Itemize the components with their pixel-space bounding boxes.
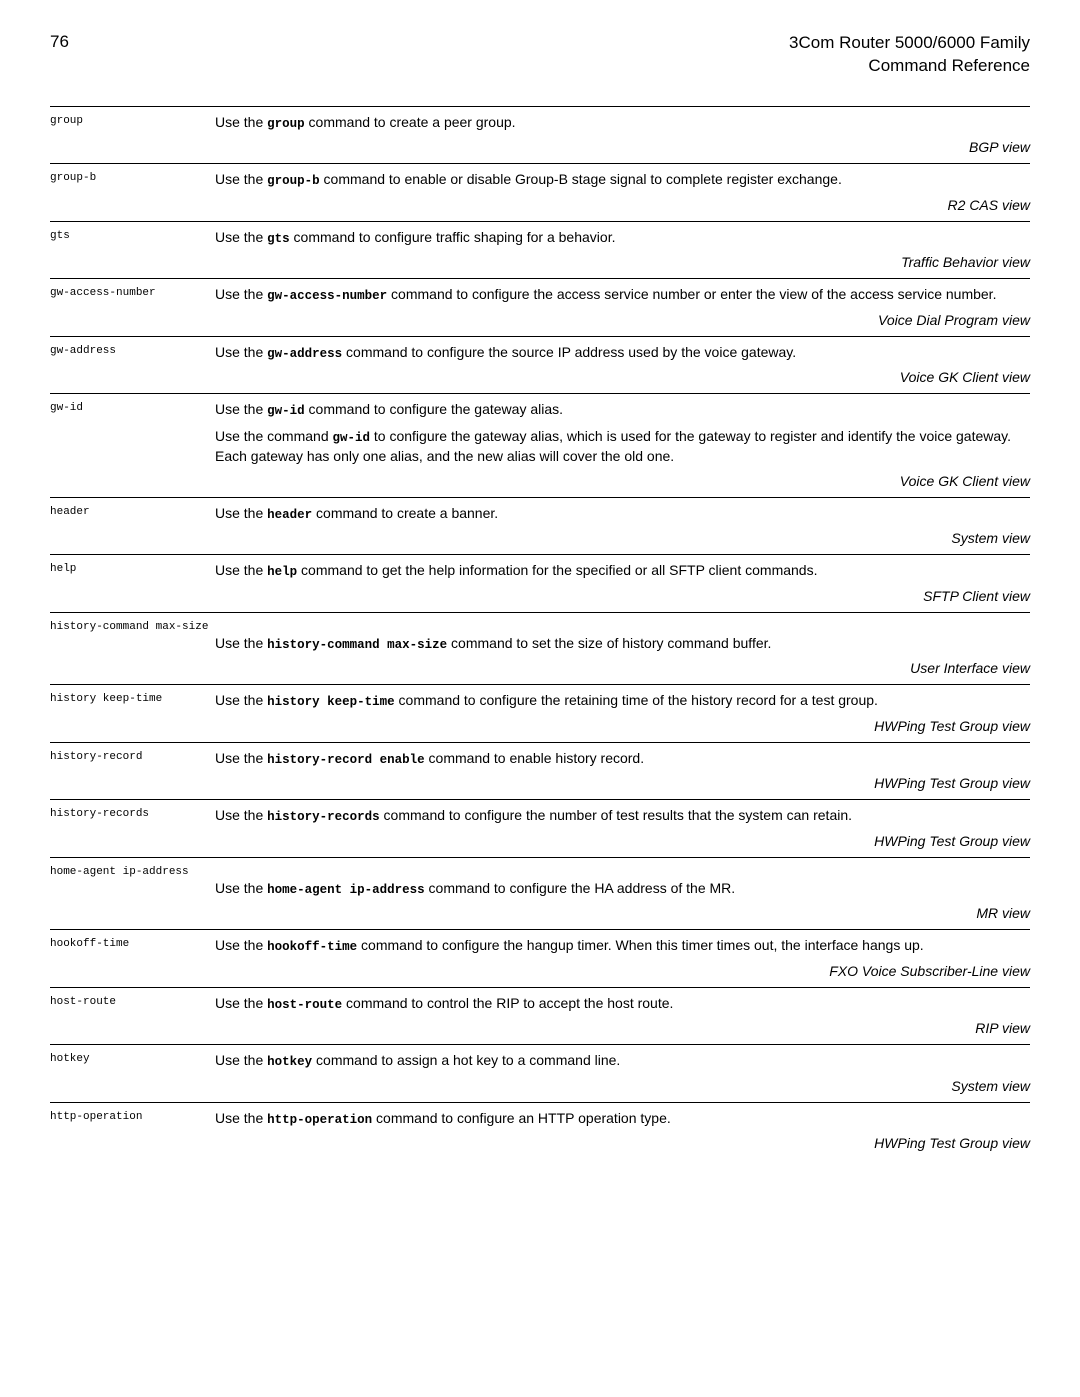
- command-entry: hotkeyUse the hotkey command to assign a…: [50, 1044, 1030, 1102]
- command-view-context: BGP view: [50, 139, 1030, 155]
- command-description: Use the gts command to configure traffic…: [215, 228, 1030, 249]
- command-description: Use the group-b command to enable or dis…: [215, 170, 1030, 191]
- command-name: group: [50, 113, 215, 127]
- command-view-context: Voice GK Client view: [50, 473, 1030, 489]
- command-name: hotkey: [50, 1051, 215, 1065]
- command-view-context: HWPing Test Group view: [50, 1135, 1030, 1151]
- command-entry: gw-addressUse the gw-address command to …: [50, 336, 1030, 394]
- command-name: gw-access-number: [50, 285, 215, 299]
- command-name: hookoff-time: [50, 936, 215, 950]
- command-entry: history-recordsUse the history-records c…: [50, 799, 1030, 857]
- command-name: header: [50, 504, 215, 518]
- header-line1: 3Com Router 5000/6000 Family: [789, 32, 1030, 55]
- command-name: host-route: [50, 994, 215, 1008]
- command-name: history-records: [50, 806, 215, 820]
- command-description: Use the gw-access-number command to conf…: [215, 285, 1030, 306]
- command-name: home-agent ip-address: [50, 864, 189, 878]
- command-name: http-operation: [50, 1109, 215, 1123]
- command-description: Use the history-record enable command to…: [215, 749, 1030, 770]
- command-view-context: HWPing Test Group view: [50, 775, 1030, 791]
- command-description: Use the group command to create a peer g…: [215, 113, 1030, 134]
- command-name: gw-id: [50, 400, 215, 414]
- command-view-context: System view: [50, 1078, 1030, 1094]
- command-name: group-b: [50, 170, 215, 184]
- command-entry: hookoff-timeUse the hookoff-time command…: [50, 929, 1030, 987]
- header-right: 3Com Router 5000/6000 Family Command Ref…: [789, 32, 1030, 78]
- command-view-context: SFTP Client view: [50, 588, 1030, 604]
- command-description: Use the host-route command to control th…: [215, 994, 1030, 1015]
- entries-list: groupUse the group command to create a p…: [50, 106, 1030, 1160]
- command-view-context: Traffic Behavior view: [50, 254, 1030, 270]
- command-view-context: MR view: [50, 905, 1030, 921]
- command-description: Use the http-operation command to config…: [215, 1109, 1030, 1130]
- page-number: 76: [50, 32, 69, 52]
- command-name: history-record: [50, 749, 215, 763]
- command-view-context: User Interface view: [50, 660, 1030, 676]
- command-description: Use the help command to get the help inf…: [215, 561, 1030, 582]
- command-entry: gtsUse the gts command to configure traf…: [50, 221, 1030, 279]
- command-description: Use the gw-id command to configure the g…: [215, 400, 1030, 467]
- command-description: Use the gw-address command to configure …: [215, 343, 1030, 364]
- command-entry: gw-access-numberUse the gw-access-number…: [50, 278, 1030, 336]
- command-entry: home-agent ip-addressUse the home-agent …: [50, 857, 1030, 930]
- command-entry: headerUse the header command to create a…: [50, 497, 1030, 555]
- header-line2: Command Reference: [789, 55, 1030, 78]
- command-entry: helpUse the help command to get the help…: [50, 554, 1030, 612]
- command-entry: host-routeUse the host-route command to …: [50, 987, 1030, 1045]
- command-view-context: FXO Voice Subscriber-Line view: [50, 963, 1030, 979]
- page-header: 76 3Com Router 5000/6000 Family Command …: [50, 32, 1030, 78]
- command-view-context: Voice Dial Program view: [50, 312, 1030, 328]
- command-view-context: HWPing Test Group view: [50, 718, 1030, 734]
- command-description: Use the home-agent ip-address command to…: [50, 879, 1030, 900]
- command-description: Use the header command to create a banne…: [215, 504, 1030, 525]
- command-description: Use the history-command max-size command…: [50, 634, 1030, 655]
- command-name: gw-address: [50, 343, 215, 357]
- command-view-context: R2 CAS view: [50, 197, 1030, 213]
- command-entry: history-recordUse the history-record ena…: [50, 742, 1030, 800]
- command-description: Use the hookoff-time command to configur…: [215, 936, 1030, 957]
- command-view-context: System view: [50, 530, 1030, 546]
- command-view-context: RIP view: [50, 1020, 1030, 1036]
- command-name: history keep-time: [50, 691, 215, 705]
- command-entry: history keep-timeUse the history keep-ti…: [50, 684, 1030, 742]
- command-name: history-command max-size: [50, 619, 208, 633]
- command-name: gts: [50, 228, 215, 242]
- command-entry: http-operationUse the http-operation com…: [50, 1102, 1030, 1160]
- command-view-context: Voice GK Client view: [50, 369, 1030, 385]
- command-description: Use the history-records command to confi…: [215, 806, 1030, 827]
- command-view-context: HWPing Test Group view: [50, 833, 1030, 849]
- command-description: Use the hotkey command to assign a hot k…: [215, 1051, 1030, 1072]
- command-entry: groupUse the group command to create a p…: [50, 106, 1030, 164]
- command-description: Use the history keep-time command to con…: [215, 691, 1030, 712]
- command-name: help: [50, 561, 215, 575]
- command-entry: group-bUse the group-b command to enable…: [50, 163, 1030, 221]
- command-entry: gw-idUse the gw-id command to configure …: [50, 393, 1030, 497]
- command-entry: history-command max-sizeUse the history-…: [50, 612, 1030, 685]
